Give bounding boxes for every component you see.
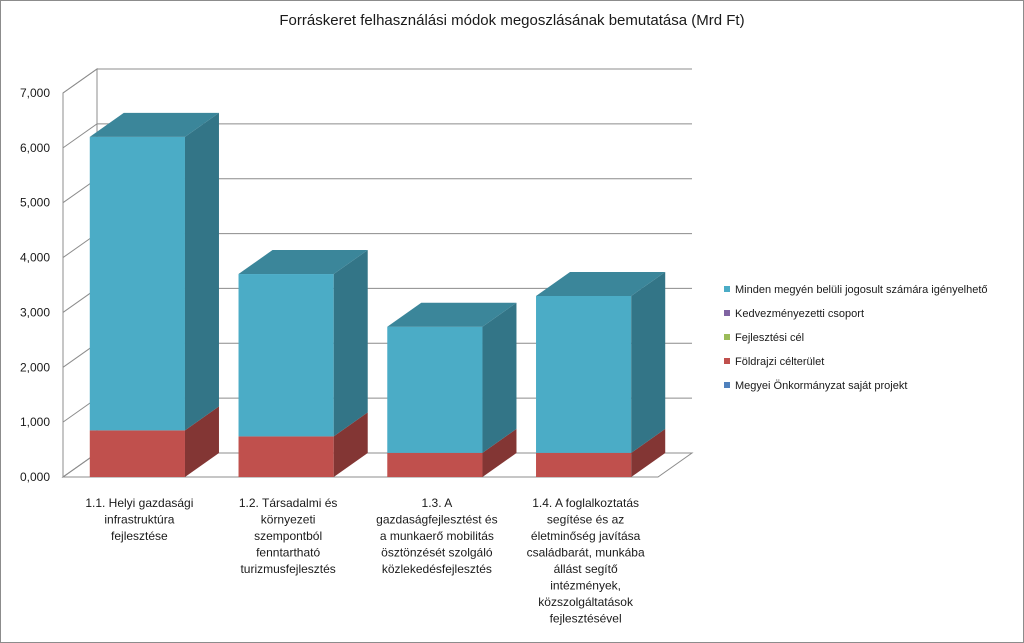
category-label-line: fejlesztése	[111, 529, 168, 543]
legend: Minden megyén belüli jogosult számára ig…	[724, 284, 988, 392]
bar-top	[89, 112, 219, 137]
bar-segment-side	[333, 412, 368, 477]
legend-label: Megyei Önkormányzat saját projekt	[735, 380, 907, 392]
bar-segment-side	[482, 428, 517, 477]
y-tick-label: 4,000	[20, 251, 50, 265]
category-label-line: közszolgáltatások	[538, 595, 634, 609]
bar-segment-side	[631, 271, 666, 453]
legend-swatch	[724, 358, 730, 364]
legend-label: Fejlesztési cél	[735, 332, 804, 344]
legend-label: Földrajzi célterület	[735, 356, 824, 368]
bar-segment-front	[387, 452, 483, 477]
bar-segment-front	[89, 136, 185, 431]
category-label-line: 1.2. Társadalmi és	[239, 496, 338, 510]
x-axis-category-labels: 1.1. Helyi gazdasági infrastruktúra fejles…	[85, 496, 645, 626]
category-label-line: a munkaerő mobilitás	[380, 529, 494, 543]
category-label-line: gazdaságfejlesztést és	[376, 513, 497, 527]
legend-label: Minden megyén belüli jogosult számára ig…	[735, 284, 988, 296]
y-tick-label: 5,000	[20, 196, 50, 210]
bar-stack	[89, 112, 219, 477]
bar-segment-front	[238, 274, 334, 437]
bar-segment-side	[184, 406, 219, 477]
bar-segment-front	[387, 326, 483, 453]
bar-segment-side	[631, 428, 666, 477]
category-label-line: környezeti	[261, 513, 316, 527]
category-label-line: infrastruktúra	[104, 513, 174, 527]
category-label-line: életminőség javítása	[531, 529, 641, 543]
category-label-line: családbarát, munkába	[527, 546, 645, 560]
bar-segment-side	[184, 112, 219, 431]
bar-top	[536, 271, 666, 296]
bar-segment-side	[482, 302, 517, 453]
y-tick-label: 0,000	[20, 470, 50, 484]
bar-stack	[238, 250, 368, 477]
gridline	[62, 68, 692, 94]
bars	[89, 112, 666, 477]
legend-item: Földrajzi célterület	[724, 356, 824, 368]
bar-segment-side	[333, 250, 368, 437]
legend-swatch	[724, 382, 730, 388]
category-label-line: 1.3. A	[422, 496, 453, 510]
category-label-line: fenntartható	[256, 546, 320, 560]
bar-top	[387, 302, 517, 327]
category-label-line: 1.1. Helyi gazdasági	[85, 496, 193, 510]
chart-title: Forráskeret felhasználási módok megoszlá…	[279, 12, 744, 29]
category-label-line: szempontból	[254, 529, 322, 543]
bar-stack	[387, 302, 517, 477]
gridline	[62, 123, 692, 149]
bar-segment-front	[536, 295, 632, 453]
y-tick-label: 2,000	[20, 360, 50, 374]
category-label-line: fejlesztésével	[550, 612, 622, 626]
bar-segment-front	[89, 430, 185, 477]
y-tick-label: 1,000	[20, 415, 50, 429]
y-tick-label: 7,000	[20, 86, 50, 100]
category-label-line: ösztönzését szolgáló	[381, 546, 493, 560]
category-label-line: állást segítő	[554, 562, 618, 576]
bar-segment-front	[238, 436, 334, 477]
bar-top	[238, 250, 368, 275]
y-axis-tick-labels: 0,000 1,000 2,000 3,000 4,000 5,000 6,000 7,000	[20, 86, 50, 484]
legend-item: Megyei Önkormányzat saját projekt	[724, 380, 907, 392]
legend-item: Kedvezményezetti csoport	[724, 308, 864, 320]
bar-stack	[536, 271, 666, 477]
y-tick-label: 3,000	[20, 305, 50, 319]
bar-segment-front	[536, 452, 632, 477]
legend-swatch	[724, 286, 730, 292]
legend-swatch	[724, 310, 730, 316]
legend-item: Fejlesztési cél	[724, 332, 804, 344]
category-label-line: közlekedésfejlesztés	[382, 562, 492, 576]
legend-item: Minden megyén belüli jogosult számára ig…	[724, 284, 988, 296]
legend-swatch	[724, 334, 730, 340]
y-tick-label: 6,000	[20, 141, 50, 155]
category-label-line: 1.4. A foglalkoztatás	[532, 496, 639, 510]
category-label-line: segítése és az	[547, 513, 624, 527]
legend-label: Kedvezményezetti csoport	[735, 308, 864, 320]
category-label-line: intézmények,	[550, 579, 621, 593]
category-label-line: turizmusfejlesztés	[240, 562, 335, 576]
